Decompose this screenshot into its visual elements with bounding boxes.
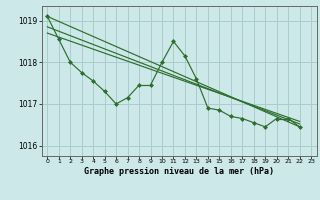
- X-axis label: Graphe pression niveau de la mer (hPa): Graphe pression niveau de la mer (hPa): [84, 167, 274, 176]
